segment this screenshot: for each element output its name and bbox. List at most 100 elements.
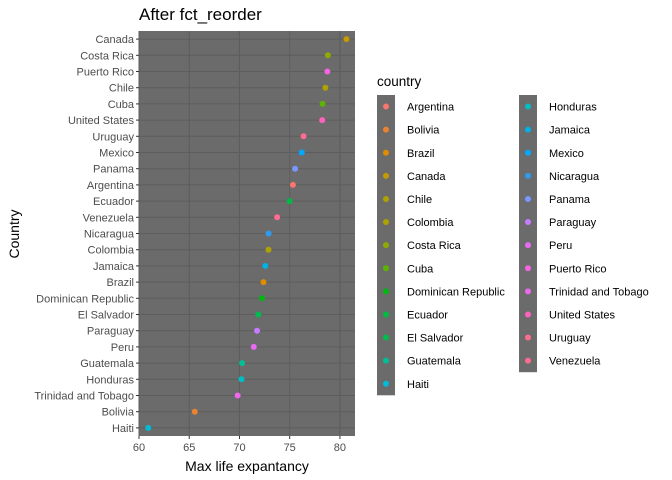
legend: Argentina Bolivia Brazil Canada Chile Colombi… xyxy=(377,95,649,396)
data-point xyxy=(145,424,152,431)
data-point xyxy=(258,295,265,302)
y-tick-label: Peru xyxy=(111,342,134,354)
data-point xyxy=(286,198,293,205)
y-tick-label: Guatemala xyxy=(80,358,135,370)
data-point xyxy=(191,408,198,415)
x-axis-title: Max life expantancy xyxy=(185,458,309,474)
legend-key xyxy=(383,311,389,318)
data-point xyxy=(319,100,326,107)
data-point xyxy=(300,133,307,140)
data-point xyxy=(298,149,305,156)
y-axis-title: Country xyxy=(6,209,22,258)
legend-label: Bolivia xyxy=(407,125,440,137)
x-tick-label: 65 xyxy=(183,442,195,454)
legend-label: Trinidad and Tobago xyxy=(549,286,649,298)
legend-label: Peru xyxy=(549,240,572,252)
legend-label: Chile xyxy=(407,194,432,206)
legend-key xyxy=(383,219,389,226)
legend-key xyxy=(525,103,531,110)
x-tick-label: 80 xyxy=(334,442,346,454)
y-tick-label: Argentina xyxy=(87,180,135,192)
data-point xyxy=(260,279,267,286)
x-tick-label: 75 xyxy=(284,442,296,454)
grid-lines xyxy=(138,31,355,436)
y-tick-label: Brazil xyxy=(106,277,134,289)
data-points xyxy=(145,36,350,431)
data-point xyxy=(319,117,326,124)
legend-key xyxy=(383,172,389,179)
legend-key xyxy=(525,334,531,341)
legend-label: Dominican Republic xyxy=(407,286,505,298)
y-tick-label: Colombia xyxy=(88,245,135,257)
x-axis-ticks: 60 65 70 75 80 xyxy=(133,436,346,454)
data-point xyxy=(322,84,329,91)
legend-label: Puerto Rico xyxy=(549,263,606,275)
data-point xyxy=(262,262,269,269)
y-tick-label: Paraguay xyxy=(87,326,135,338)
chart-title: After fct_reorder xyxy=(139,5,262,24)
y-tick-label: Venezuela xyxy=(83,212,135,224)
data-point xyxy=(265,230,272,237)
y-tick-label: Panama xyxy=(93,164,135,176)
data-point xyxy=(239,360,246,367)
legend-label: Canada xyxy=(407,171,446,183)
legend-label: Jamaica xyxy=(549,125,591,137)
legend-key xyxy=(525,126,531,133)
y-tick-label: El Salvador xyxy=(78,310,135,322)
y-axis-ticks: Canada Costa Rica Puerto Rico Chile Cuba Unit… xyxy=(34,34,139,435)
legend-label: Mexico xyxy=(549,148,584,160)
data-point xyxy=(324,68,331,75)
legend-label: Paraguay xyxy=(549,217,597,229)
legend-key xyxy=(383,195,389,202)
legend-label: Argentina xyxy=(407,102,455,114)
y-tick-label: Cuba xyxy=(108,99,135,111)
y-tick-label: Chile xyxy=(109,83,134,95)
y-tick-label: Uruguay xyxy=(92,131,134,143)
y-tick-label: Dominican Republic xyxy=(36,293,134,305)
legend-label: El Salvador xyxy=(407,333,464,345)
y-tick-label: Honduras xyxy=(86,374,134,386)
y-tick-label: Nicaragua xyxy=(84,229,135,241)
legend-key xyxy=(525,288,531,295)
legend-label: Colombia xyxy=(407,217,454,229)
y-tick-label: Mexico xyxy=(99,148,134,160)
data-point xyxy=(254,327,261,334)
legend-key xyxy=(525,195,531,202)
y-tick-label: Haiti xyxy=(112,423,134,435)
x-tick-label: 70 xyxy=(233,442,245,454)
legend-label: Cuba xyxy=(407,263,434,275)
legend-key xyxy=(525,242,531,249)
legend-label: Honduras xyxy=(549,102,597,114)
y-tick-label: United States xyxy=(68,115,135,127)
legend-key xyxy=(525,357,531,364)
legend-key xyxy=(525,311,531,318)
data-point xyxy=(238,376,245,383)
legend-key-background xyxy=(519,95,537,373)
legend-label: Panama xyxy=(549,194,591,206)
data-point xyxy=(255,311,262,318)
legend-label: Costa Rica xyxy=(407,240,462,252)
legend-label: Nicaragua xyxy=(549,171,600,183)
legend-label: Guatemala xyxy=(407,356,462,368)
data-point xyxy=(289,181,296,188)
legend-label: Brazil xyxy=(407,148,435,160)
legend-key xyxy=(383,103,389,110)
data-point xyxy=(265,246,272,253)
y-tick-label: Ecuador xyxy=(93,196,134,208)
legend-key xyxy=(383,242,389,249)
y-tick-label: Trinidad and Tobago xyxy=(34,391,134,403)
legend-key xyxy=(383,334,389,341)
data-point xyxy=(324,52,331,59)
legend-key xyxy=(525,149,531,156)
legend-label: Ecuador xyxy=(407,309,448,321)
y-tick-label: Canada xyxy=(95,34,134,46)
legend-label: Uruguay xyxy=(549,333,591,345)
data-point xyxy=(274,214,281,221)
legend-key xyxy=(383,126,389,133)
legend-key xyxy=(383,288,389,295)
legend-label: Haiti xyxy=(407,379,429,391)
data-point xyxy=(250,343,257,350)
legend-key xyxy=(525,265,531,272)
legend-key xyxy=(383,357,389,364)
